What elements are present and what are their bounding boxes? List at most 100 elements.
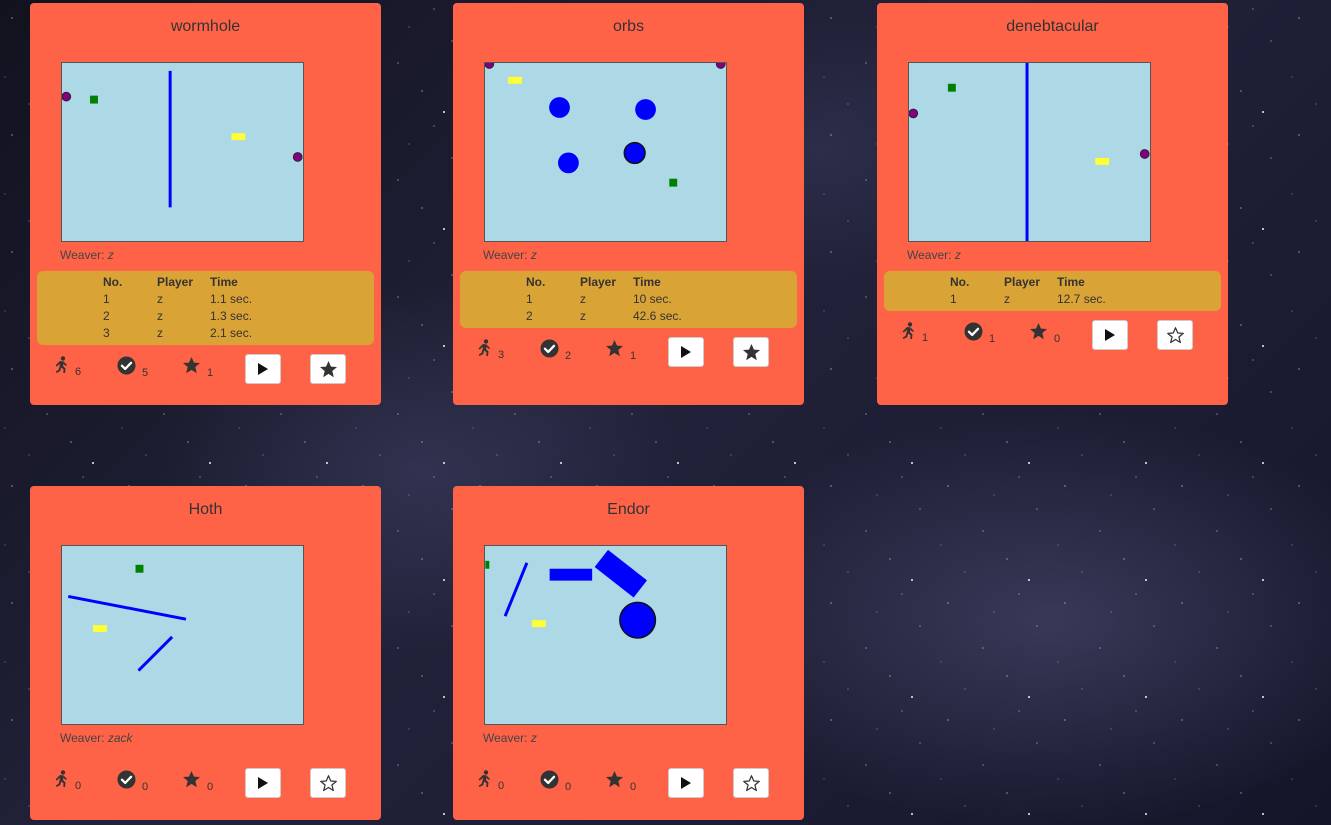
high-scores: No. Player Time 1 z 1.1 sec. 2 z 1.3 sec… — [37, 271, 374, 345]
score-no: 3 — [103, 325, 110, 340]
check-circle-icon — [964, 322, 983, 341]
orb — [619, 601, 657, 639]
orb — [623, 141, 646, 165]
favorite-button[interactable] — [310, 768, 346, 798]
stars-count: 0 — [1054, 333, 1061, 345]
score-time: 12.7 sec. — [1057, 291, 1106, 306]
favorite-button[interactable] — [733, 337, 769, 367]
stats-bar: 1 1 0 — [877, 320, 1228, 350]
weaver-label: Weaver: — [483, 731, 528, 745]
level-card: Hoth Weaver: zack 0 0 0 — [30, 486, 381, 820]
star-icon — [605, 770, 624, 789]
completions-stat: 0 — [117, 770, 148, 793]
level-preview[interactable] — [484, 545, 727, 725]
star-icon — [182, 356, 201, 375]
star-icon — [605, 339, 624, 358]
weaver-label: Weaver: — [60, 731, 105, 745]
level-preview[interactable] — [61, 545, 304, 725]
plays-stat: 0 — [53, 770, 81, 792]
table-row: 2 z 1.3 sec. — [103, 307, 290, 324]
play-icon — [680, 345, 692, 359]
play-button[interactable] — [1092, 320, 1128, 350]
level-card: Endor Weaver: z 0 0 0 — [453, 486, 804, 820]
completions-stat: 5 — [117, 356, 148, 379]
score-no: 2 — [526, 308, 533, 323]
weaver-name: zack — [107, 731, 133, 745]
col-time: Time — [210, 274, 238, 289]
play-icon — [257, 776, 269, 790]
check-circle-icon — [117, 770, 136, 789]
stars-count: 0 — [630, 781, 637, 793]
weaver-line: Weaver: z — [483, 731, 537, 745]
score-no: 2 — [103, 308, 110, 323]
plays-count: 6 — [75, 366, 82, 378]
star-outline-icon — [1166, 326, 1185, 345]
player — [531, 620, 546, 628]
scores-header: No. Player Time — [526, 273, 713, 290]
table-row: 1 z 12.7 sec. — [950, 290, 1137, 307]
portal — [485, 63, 495, 69]
orb — [558, 152, 579, 174]
favorite-button[interactable] — [1157, 320, 1193, 350]
play-icon — [257, 362, 269, 376]
level-title: wormhole — [170, 18, 241, 35]
play-icon — [1104, 328, 1116, 342]
completions-stat: 1 — [964, 322, 995, 345]
plays-stat: 6 — [53, 356, 81, 378]
col-time: Time — [633, 274, 661, 289]
check-circle-icon — [540, 770, 559, 789]
score-player: z — [580, 291, 586, 306]
completions-count: 5 — [142, 367, 149, 379]
weaver-line: Weaver: zack — [60, 731, 133, 745]
plays-count: 0 — [75, 780, 82, 792]
weaver-name: z — [530, 731, 537, 745]
wall — [68, 594, 187, 621]
col-player: Player — [1004, 274, 1041, 289]
stats-bar: 0 0 0 — [30, 768, 381, 798]
portal — [715, 63, 726, 69]
orb — [549, 97, 570, 118]
runner-icon — [900, 322, 916, 340]
score-time: 2.1 sec. — [210, 325, 253, 340]
level-preview[interactable] — [484, 62, 727, 242]
score-no: 1 — [950, 291, 957, 306]
level-title: Hoth — [188, 501, 223, 518]
goal — [135, 564, 144, 573]
stars-stat: 1 — [182, 356, 213, 379]
plays-stat: 1 — [900, 322, 928, 344]
stars-count: 1 — [207, 367, 214, 379]
play-button[interactable] — [668, 768, 704, 798]
scores-header: No. Player Time — [103, 273, 290, 290]
favorite-button[interactable] — [733, 768, 769, 798]
col-time: Time — [1057, 274, 1085, 289]
goal — [90, 95, 98, 104]
player — [93, 625, 107, 633]
star-icon — [182, 770, 201, 789]
goal — [669, 178, 678, 187]
favorite-button[interactable] — [310, 354, 346, 384]
check-circle-icon — [117, 356, 136, 375]
star-icon — [1029, 322, 1048, 341]
level-title: orbs — [612, 18, 645, 35]
stars-stat: 0 — [1029, 322, 1060, 345]
level-card: orbs Weaver: z No. Player Time 1 z 10 se… — [453, 3, 804, 405]
play-button[interactable] — [668, 337, 704, 367]
portal — [292, 152, 303, 162]
portal — [909, 108, 919, 119]
player — [1095, 157, 1110, 165]
level-preview[interactable] — [61, 62, 304, 242]
play-button[interactable] — [245, 768, 281, 798]
scores-table: No. Player Time 1 z 12.7 sec. — [950, 273, 1137, 307]
star-filled-icon — [742, 343, 761, 362]
table-row: 3 z 2.1 sec. — [103, 324, 290, 341]
col-no: No. — [526, 274, 546, 289]
score-no: 1 — [526, 291, 533, 306]
stats-bar: 0 0 0 — [453, 768, 804, 798]
score-time: 1.3 sec. — [210, 308, 253, 323]
high-scores: No. Player Time 1 z 10 sec. 2 z 42.6 sec… — [460, 271, 797, 328]
score-player: z — [1004, 291, 1010, 306]
plays-stat: 0 — [476, 770, 504, 792]
play-button[interactable] — [245, 354, 281, 384]
level-title: Endor — [607, 501, 650, 518]
level-preview[interactable] — [908, 62, 1151, 242]
